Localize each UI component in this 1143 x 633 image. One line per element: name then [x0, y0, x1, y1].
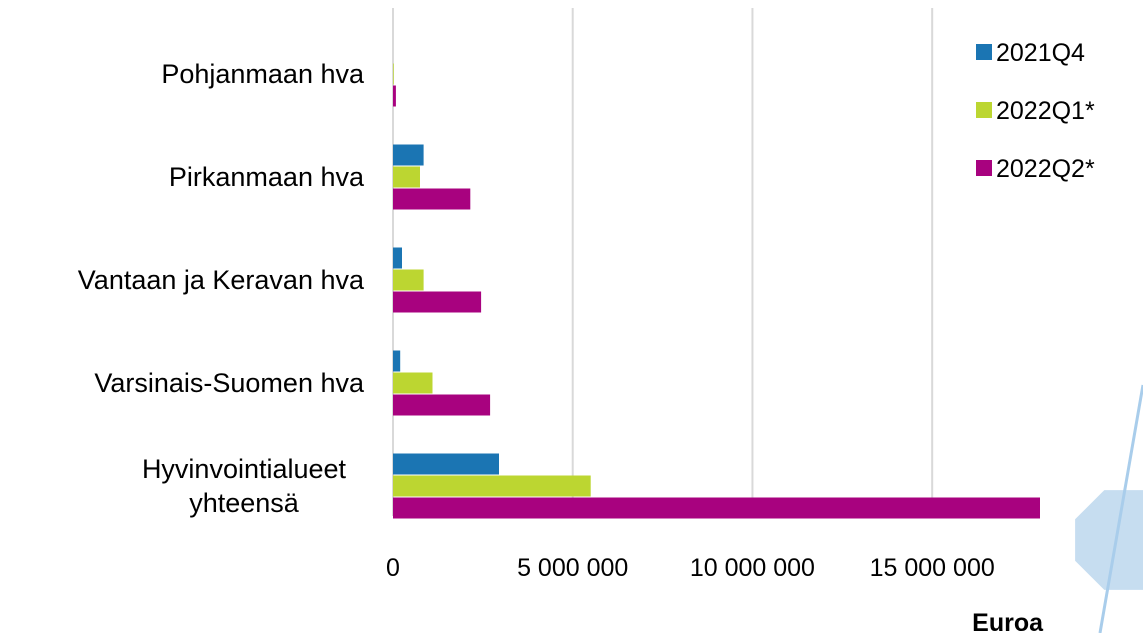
x-tick-label: 5 000 000	[517, 554, 628, 582]
decorative-hexagon	[1075, 490, 1143, 590]
bar-2021q4	[393, 350, 401, 372]
legend-label: 2022Q1*	[996, 97, 1095, 125]
bar-2022q1	[393, 63, 394, 85]
decorative-line	[1098, 384, 1143, 633]
bar-2022q2	[393, 497, 1040, 519]
bar-2021q4	[393, 247, 402, 269]
bar-2022q2	[393, 394, 491, 416]
decorative-hexagon-graphic	[1075, 384, 1143, 633]
category-labels: Pohjanmaan hva Pirkanmaan hva Vantaan ja K…	[78, 59, 365, 518]
bar-2021q4	[393, 144, 424, 166]
gridlines	[392, 8, 934, 516]
bar-2022q2	[393, 188, 471, 210]
category-label: Vantaan ja Keravan hva	[78, 265, 365, 295]
legend-swatch	[976, 102, 992, 118]
x-tick-label: 10 000 000	[690, 554, 815, 582]
category-label: Varsinais-Suomen hva	[94, 368, 365, 398]
legend-swatch	[976, 160, 992, 176]
bar-2022q2	[393, 291, 482, 313]
bar-2022q1	[393, 166, 420, 188]
bar-2022q1	[393, 269, 424, 291]
bars	[393, 63, 1040, 519]
legend-label: 2022Q2*	[996, 155, 1095, 183]
x-tick-labels: 0 5 000 000 10 000 000 15 000 000	[386, 554, 995, 582]
category-label: Pirkanmaan hva	[169, 162, 365, 192]
legend-label: 2021Q4	[996, 39, 1085, 67]
legend: 2021Q4 2022Q1* 2022Q2*	[976, 39, 1095, 183]
bar-2022q1	[393, 372, 433, 394]
category-label: yhteensä	[189, 488, 300, 518]
x-tick-label: 15 000 000	[870, 554, 995, 582]
category-label: Pohjanmaan hva	[161, 59, 365, 89]
bar-2022q1	[393, 475, 591, 497]
x-tick-label: 0	[386, 554, 400, 582]
bar-2021q4	[393, 453, 499, 475]
legend-swatch	[976, 44, 992, 60]
bar-2022q2	[393, 85, 396, 107]
category-label: Hyvinvointialueet	[142, 454, 347, 484]
x-axis-label: Euroa	[972, 609, 1044, 633]
